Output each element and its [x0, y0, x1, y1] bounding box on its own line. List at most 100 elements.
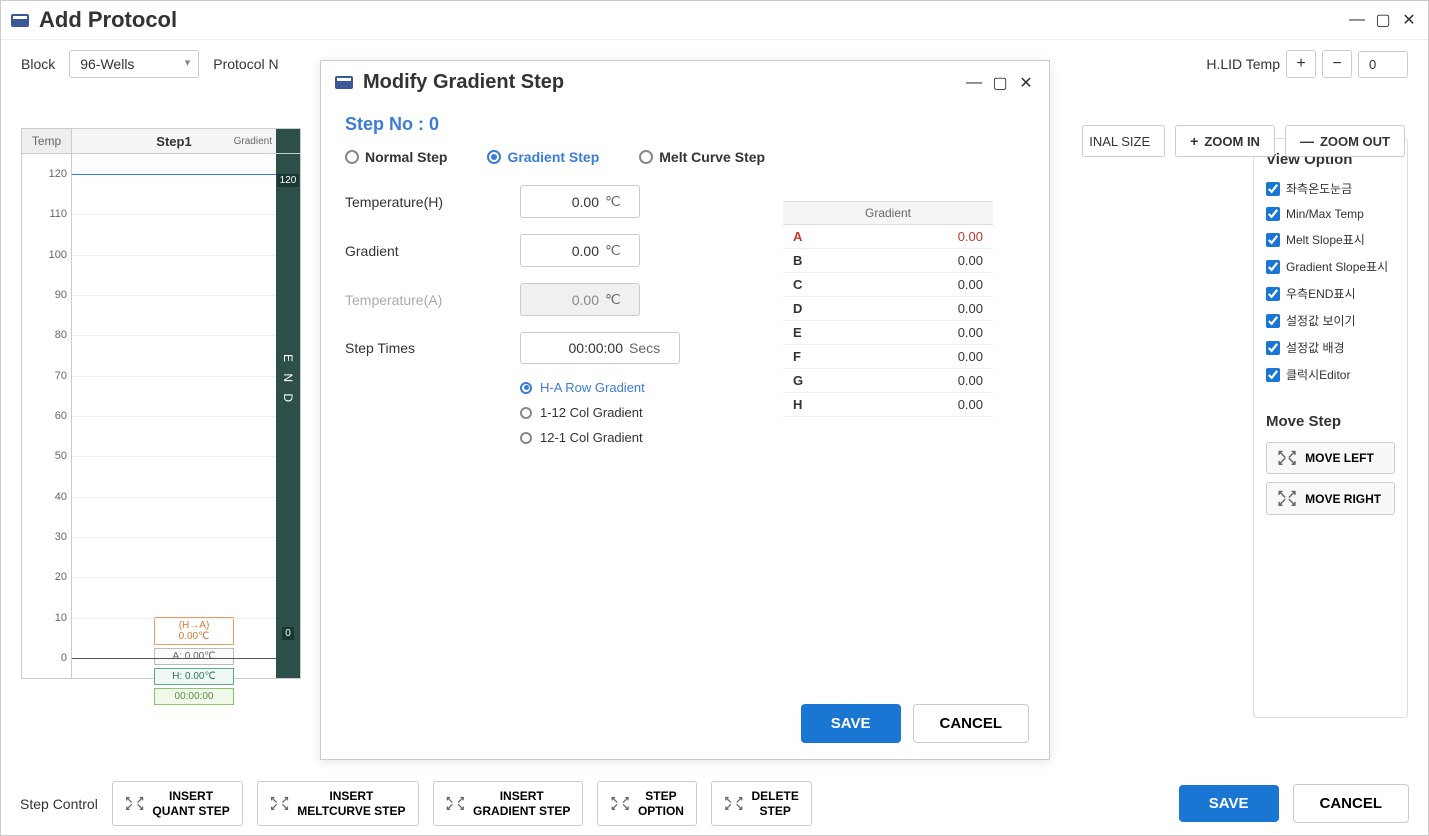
gradient-table-header: Gradient — [783, 201, 993, 225]
gradient-direction-radio[interactable]: 12-1 Col Gradient — [520, 430, 1025, 445]
move-left-button[interactable]: ↖↗↙↘ MOVE LEFT — [1266, 442, 1395, 474]
y-tick: 10 — [55, 612, 67, 624]
step-type-radio[interactable]: Normal Step — [345, 149, 447, 165]
app-icon — [335, 76, 353, 89]
checkbox[interactable] — [1266, 341, 1280, 355]
gradient-table-row: F0.00 — [783, 345, 993, 369]
app-icon — [11, 14, 29, 27]
checkbox[interactable] — [1266, 368, 1280, 382]
plot-area: (H→A) 0.00℃ A: 0.00℃ H: 0.00℃ 00:00:00 — [72, 154, 276, 678]
modal-title: Modify Gradient Step — [363, 71, 965, 94]
move-right-button[interactable]: ↖↗↙↘ MOVE RIGHT — [1266, 482, 1395, 514]
step-no-label: Step No : 0 — [345, 114, 1025, 135]
expand-icon: ↖ ↗↙ ↘ — [446, 797, 466, 811]
modal-maximize-button[interactable]: ▢ — [991, 74, 1009, 92]
checkbox[interactable] — [1266, 287, 1280, 301]
block-select[interactable]: 96-Wells — [69, 50, 199, 78]
gradient-table-row: B0.00 — [783, 249, 993, 273]
checkbox[interactable] — [1266, 182, 1280, 196]
temp-h-input[interactable]: 0.00℃ — [520, 185, 640, 218]
y-tick: 60 — [55, 410, 67, 422]
step-type-radio[interactable]: Gradient Step — [487, 149, 599, 165]
expand-icon: ↖ ↗↙ ↘ — [270, 797, 290, 811]
y-tick: 0 — [61, 652, 67, 664]
step-control-button[interactable]: ↖ ↗↙ ↘INSERTMELTCURVE STEP — [257, 781, 419, 826]
gradient-label: Gradient — [345, 243, 520, 259]
view-option-check[interactable]: 설정값 보이기 — [1266, 312, 1395, 329]
y-tick: 90 — [55, 289, 67, 301]
original-size-button[interactable]: INAL SIZE — [1082, 125, 1165, 157]
chart-label-h: H: 0.00℃ — [154, 668, 234, 685]
view-option-check[interactable]: Melt Slope표시 — [1266, 231, 1395, 248]
hlid-minus-button[interactable]: − — [1322, 50, 1352, 78]
plus-icon: + — [1190, 133, 1198, 149]
step-control-label: Step Control — [20, 796, 98, 812]
expand-icon: ↖↗↙↘ — [1277, 491, 1297, 505]
y-tick: 110 — [49, 208, 67, 220]
view-option-check[interactable]: Gradient Slope표시 — [1266, 258, 1395, 275]
protocol-chart: Temp Step1 Gradient 12011010090807060504… — [21, 128, 301, 718]
gradient-table-row: D0.00 — [783, 297, 993, 321]
main-title: Add Protocol — [39, 7, 1348, 33]
expand-icon: ↖ ↗↙ ↘ — [125, 797, 145, 811]
y-tick: 50 — [55, 450, 67, 462]
radio-icon — [520, 407, 532, 419]
maximize-button[interactable]: ▢ — [1374, 11, 1392, 29]
step-header[interactable]: Step1 Gradient — [72, 129, 276, 153]
view-option-check[interactable]: Min/Max Temp — [1266, 207, 1395, 221]
view-option-check[interactable]: 클럭시Editor — [1266, 366, 1395, 383]
modal-close-button[interactable]: ✕ — [1017, 74, 1035, 92]
main-cancel-button[interactable]: CANCEL — [1293, 784, 1410, 823]
gradient-table-row: E0.00 — [783, 321, 993, 345]
chart-label-ha: (H→A) 0.00℃ — [154, 617, 234, 645]
gradient-table-row: A0.00 — [783, 225, 993, 249]
checkbox[interactable] — [1266, 233, 1280, 247]
minimize-button[interactable]: — — [1348, 11, 1366, 29]
temp-a-input: 0.00℃ — [520, 283, 640, 316]
step-control-button[interactable]: ↖ ↗↙ ↘INSERTGRADIENT STEP — [433, 781, 584, 826]
checkbox[interactable] — [1266, 314, 1280, 328]
step-control-button[interactable]: ↖ ↗↙ ↘DELETESTEP — [711, 781, 812, 826]
gradient-table-row: G0.00 — [783, 369, 993, 393]
y-tick: 40 — [55, 491, 67, 503]
zoom-in-button[interactable]: +ZOOM IN — [1175, 125, 1275, 157]
chart-label-time: 00:00:00 — [154, 688, 234, 705]
view-option-check[interactable]: 좌측온도눈금 — [1266, 180, 1395, 197]
gradient-table-row: H0.00 — [783, 393, 993, 417]
temp-header: Temp — [22, 129, 72, 153]
gradient-input[interactable]: 0.00℃ — [520, 234, 640, 267]
step-control-button[interactable]: ↖ ↗↙ ↘STEPOPTION — [597, 781, 697, 826]
checkbox[interactable] — [1266, 207, 1280, 221]
protocol-name-label: Protocol N — [213, 56, 278, 72]
checkbox[interactable] — [1266, 260, 1280, 274]
main-save-button[interactable]: SAVE — [1179, 785, 1279, 822]
step-type-radio[interactable]: Melt Curve Step — [639, 149, 765, 165]
expand-icon: ↖↗↙↘ — [1277, 451, 1297, 465]
radio-icon — [639, 150, 653, 164]
radio-icon — [487, 150, 501, 164]
move-step-title: Move Step — [1266, 413, 1395, 430]
hlid-label: H.LID Temp — [1206, 56, 1280, 72]
step-control-button[interactable]: ↖ ↗↙ ↘INSERTQUANT STEP — [112, 781, 243, 826]
hlid-plus-button[interactable]: + — [1286, 50, 1316, 78]
temp-a-label: Temperature(A) — [345, 292, 520, 308]
radio-icon — [520, 382, 532, 394]
end-column: 120 E N D 0 — [276, 154, 300, 678]
zoom-out-button[interactable]: —ZOOM OUT — [1285, 125, 1405, 157]
modal-save-button[interactable]: SAVE — [801, 704, 901, 743]
modal-minimize-button[interactable]: — — [965, 74, 983, 92]
bottom-bar: Step Control ↖ ↗↙ ↘INSERTQUANT STEP↖ ↗↙ … — [20, 781, 1409, 826]
radio-icon — [345, 150, 359, 164]
view-option-check[interactable]: 우측END표시 — [1266, 285, 1395, 302]
step-times-label: Step Times — [345, 340, 520, 356]
view-option-check[interactable]: 설정값 배경 — [1266, 339, 1395, 356]
y-tick: 30 — [55, 531, 67, 543]
step-times-input[interactable]: 00:00:00Secs — [520, 332, 680, 364]
main-titlebar: Add Protocol — ▢ ✕ — [1, 1, 1428, 40]
hlid-value[interactable]: 0 — [1358, 51, 1408, 78]
close-button[interactable]: ✕ — [1400, 11, 1418, 29]
modal-cancel-button[interactable]: CANCEL — [913, 704, 1030, 743]
y-tick: 120 — [49, 168, 67, 180]
gradient-table-row: C0.00 — [783, 273, 993, 297]
gradient-table: Gradient A0.00B0.00C0.00D0.00E0.00F0.00G… — [783, 201, 993, 417]
